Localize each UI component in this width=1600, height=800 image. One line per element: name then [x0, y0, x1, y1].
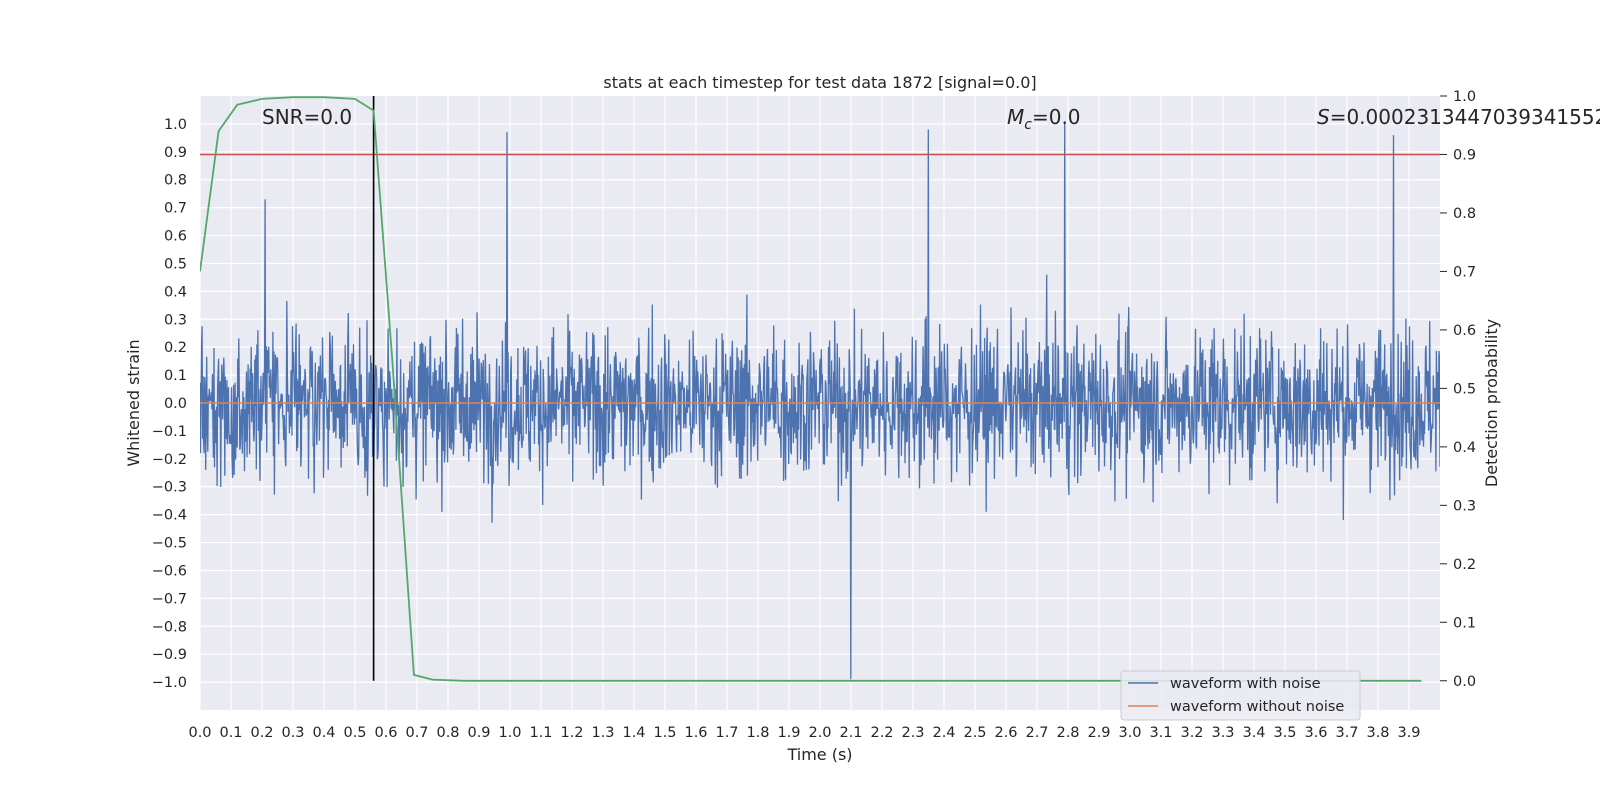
legend-label-clean: waveform without noise — [1170, 699, 1344, 715]
x-tick-label: 2.8 — [1056, 725, 1079, 741]
x-tick-label: 3.1 — [1149, 725, 1172, 741]
x-tick-label: 1.3 — [591, 725, 614, 741]
x-tick-label: 2.5 — [963, 725, 986, 741]
x-tick-label: 3.2 — [1180, 725, 1203, 741]
y-axis-ticks: 1.0 0.9 0.8 0.7 0.6 0.5 0.4 0.3 0.2 0.1 0.0 −0.1 −0.… — [152, 117, 187, 691]
right-y-tick-label: 0.5 — [1453, 381, 1476, 397]
chirp-mass-symbol: M — [1007, 105, 1024, 129]
x-tick-label: 0.2 — [250, 725, 273, 741]
x-tick-label: 0.4 — [312, 725, 335, 741]
y-tick-label: 0.6 — [164, 229, 187, 245]
x-tick-label: 3.5 — [1273, 725, 1296, 741]
chirp-mass-annotation: Mc=0.0 — [1007, 105, 1081, 133]
y-tick-label: 0.2 — [164, 340, 187, 356]
y-tick-label: −0.6 — [152, 563, 187, 579]
x-tick-label: 3.7 — [1335, 725, 1358, 741]
y-tick-label: 0.0 — [164, 396, 187, 412]
y-tick-label: 0.7 — [164, 201, 187, 217]
right-y-tick-label: 1.0 — [1453, 89, 1476, 105]
y-tick-label: −0.2 — [152, 452, 187, 468]
x-tick-label: 1.2 — [560, 725, 583, 741]
chart-title: stats at each timestep for test data 187… — [603, 73, 1036, 92]
x-tick-label: 2.7 — [1025, 725, 1048, 741]
y-tick-label: −0.4 — [152, 508, 187, 524]
chirp-mass-value: =0.0 — [1032, 105, 1081, 129]
x-tick-label: 2.4 — [932, 725, 955, 741]
x-tick-label: 1.8 — [746, 725, 769, 741]
y-tick-label: −0.8 — [152, 619, 187, 635]
x-tick-label: 1.6 — [684, 725, 707, 741]
x-tick-label: 0.6 — [374, 725, 397, 741]
right-y-axis-title: Detection probability — [1482, 319, 1501, 487]
x-tick-label: 3.8 — [1366, 725, 1389, 741]
x-axis-title: Time (s) — [786, 745, 852, 764]
y-tick-label: −0.1 — [152, 424, 187, 440]
x-tick-label: 0.7 — [405, 725, 428, 741]
snr-annotation: SNR=0.0 — [262, 105, 352, 129]
s-statistic-symbol: S — [1317, 105, 1330, 129]
x-tick-label: 3.0 — [1118, 725, 1141, 741]
y-tick-label: −0.3 — [152, 480, 187, 496]
right-y-tick-label: 0.2 — [1453, 557, 1476, 573]
y-tick-label: 0.8 — [164, 173, 187, 189]
right-y-tick-label: 0.3 — [1453, 498, 1476, 514]
x-tick-label: 2.9 — [1087, 725, 1110, 741]
right-y-axis-ticks: 1.0 0.9 0.8 0.7 0.6 0.5 0.4 0.3 0.2 0.1 0.0 — [1440, 89, 1476, 690]
x-tick-label: 2.0 — [808, 725, 831, 741]
y-tick-label: −1.0 — [152, 675, 187, 691]
y-tick-label: 0.4 — [164, 284, 187, 300]
s-statistic-value: =0.00023134470393415523 — [1330, 105, 1600, 129]
x-tick-label: 1.9 — [777, 725, 800, 741]
y-tick-label: −0.5 — [152, 536, 187, 552]
x-tick-label: 1.5 — [653, 725, 676, 741]
x-tick-label: 1.4 — [622, 725, 645, 741]
waveform-with-noise-series — [200, 123, 1440, 680]
right-y-tick-label: 0.4 — [1453, 440, 1476, 456]
right-y-tick-label: 0.6 — [1453, 323, 1476, 339]
y-tick-label: 0.1 — [164, 368, 187, 384]
x-tick-label: 1.7 — [715, 725, 738, 741]
y-tick-label: 0.3 — [164, 312, 187, 328]
y-tick-label: 1.0 — [164, 117, 187, 133]
chirp-mass-subscript: c — [1024, 117, 1032, 133]
x-tick-label: 1.0 — [498, 725, 521, 741]
legend-box — [1120, 670, 1361, 721]
x-tick-label: 2.1 — [839, 725, 862, 741]
y-tick-label: 0.9 — [164, 145, 187, 161]
x-tick-label: 0.8 — [436, 725, 459, 741]
s-statistic-annotation: S=0.00023134470393415523 — [1317, 105, 1600, 129]
x-tick-label: 3.3 — [1211, 725, 1234, 741]
x-tick-label: 3.9 — [1397, 725, 1420, 741]
right-y-tick-label: 0.8 — [1453, 206, 1476, 222]
y-axis-title: Whitened strain — [124, 339, 143, 466]
x-tick-label: 1.1 — [529, 725, 552, 741]
legend-label-noise: waveform with noise — [1170, 676, 1321, 692]
right-y-tick-label: 0.1 — [1453, 615, 1476, 631]
x-tick-label: 0.5 — [343, 725, 366, 741]
x-tick-label: 0.9 — [467, 725, 490, 741]
x-tick-label: 2.2 — [870, 725, 893, 741]
detection-probability-line — [200, 96, 1422, 682]
y-tick-label: −0.7 — [152, 591, 187, 607]
x-tick-label: 0.1 — [219, 725, 242, 741]
waveform-with-noise-line — [200, 123, 1440, 680]
x-tick-label: 3.4 — [1242, 725, 1265, 741]
right-y-tick-label: 0.0 — [1453, 674, 1476, 690]
y-tick-label: 0.5 — [164, 256, 187, 272]
x-tick-label: 3.6 — [1304, 725, 1327, 741]
x-tick-label: 0.3 — [281, 725, 304, 741]
right-y-tick-label: 0.7 — [1453, 264, 1476, 280]
x-axis-ticks: 0.0 0.1 0.2 0.3 0.4 0.5 0.6 0.7 0.8 0.9 1.0 1.1 1.2 1… — [188, 725, 1420, 741]
x-tick-label: 2.6 — [994, 725, 1017, 741]
right-y-tick-label: 0.9 — [1453, 147, 1476, 163]
x-tick-label: 0.0 — [188, 725, 211, 741]
x-tick-label: 2.3 — [901, 725, 924, 741]
y-tick-label: −0.9 — [152, 647, 187, 663]
legend: waveform with noise waveform without noi… — [1120, 670, 1361, 721]
